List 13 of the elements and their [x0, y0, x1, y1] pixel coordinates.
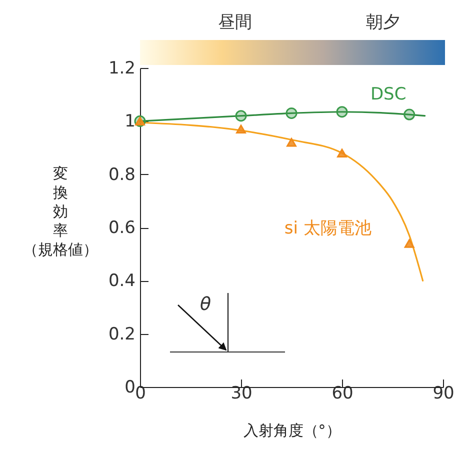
y-tick-label: 1 [124, 112, 136, 132]
y-tick-label: 1.2 [108, 58, 136, 78]
annotation: θ [200, 294, 212, 315]
text: 朝夕 [366, 12, 400, 34]
y-tick-label: 0.6 [108, 218, 136, 238]
x-axis-title: 入射角度（°） [243, 422, 341, 440]
text: 昼間 [218, 12, 252, 34]
y-tick-label: 0.4 [108, 271, 136, 292]
y-axis-title: 変換効率（規格値） [23, 164, 98, 258]
y-tick-label: 0.2 [108, 324, 136, 344]
series-label: DSC [370, 84, 406, 105]
text: si 太陽電池 [284, 218, 372, 238]
y-tick-label: 0.8 [108, 164, 136, 185]
